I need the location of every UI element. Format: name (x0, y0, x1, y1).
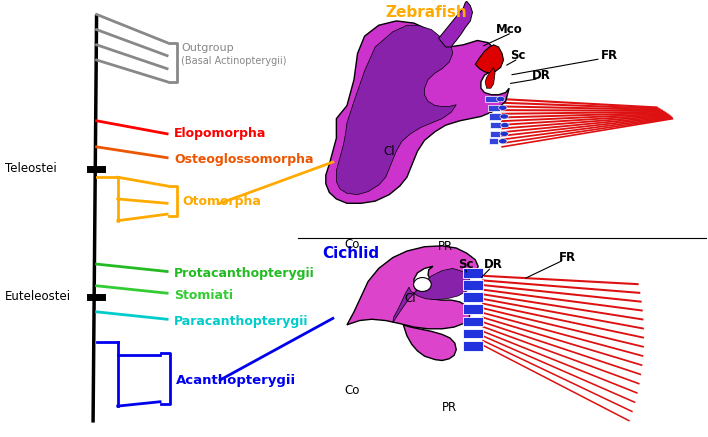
Polygon shape (336, 25, 456, 194)
Bar (490, 131, 500, 137)
Text: Zebrafish: Zebrafish (386, 5, 467, 20)
Text: Stomiati: Stomiati (174, 289, 233, 302)
Bar (463, 280, 483, 290)
Circle shape (500, 114, 508, 119)
Text: Mco: Mco (496, 23, 523, 36)
Bar (463, 317, 483, 326)
Bar (489, 138, 498, 145)
Polygon shape (475, 45, 503, 73)
Text: Co: Co (344, 384, 360, 396)
Text: Sc: Sc (457, 257, 473, 271)
Bar (463, 341, 483, 350)
Circle shape (496, 97, 505, 102)
Text: Paracanthopterygii: Paracanthopterygii (174, 315, 309, 328)
Bar (463, 329, 483, 338)
Text: Teleostei: Teleostei (5, 162, 57, 175)
Circle shape (498, 139, 507, 144)
Text: Acanthopterygii: Acanthopterygii (176, 374, 297, 387)
Text: FR: FR (600, 49, 618, 62)
Text: Protacanthopterygii: Protacanthopterygii (174, 267, 315, 280)
Text: Euteleostei: Euteleostei (5, 290, 71, 303)
Circle shape (498, 105, 507, 111)
Bar (489, 113, 501, 120)
Bar (491, 122, 501, 128)
Polygon shape (326, 21, 509, 203)
Text: Osteoglossomorpha: Osteoglossomorpha (174, 153, 314, 166)
Bar (463, 268, 483, 277)
Text: Sc: Sc (510, 49, 526, 62)
Bar (485, 96, 498, 102)
Polygon shape (393, 268, 471, 323)
Circle shape (500, 131, 508, 136)
Ellipse shape (413, 277, 431, 291)
Text: Otomorpha: Otomorpha (183, 195, 261, 208)
Text: Elopomorpha: Elopomorpha (174, 127, 266, 140)
Circle shape (501, 122, 509, 128)
Bar (488, 104, 500, 111)
Text: PR: PR (438, 240, 453, 253)
Text: FR: FR (559, 251, 576, 264)
Polygon shape (439, 1, 472, 47)
Polygon shape (347, 246, 478, 329)
Polygon shape (404, 325, 456, 361)
Text: DR: DR (532, 69, 550, 82)
Polygon shape (485, 67, 495, 88)
Text: (Basal Actinopterygii): (Basal Actinopterygii) (181, 55, 287, 66)
Text: DR: DR (484, 257, 503, 271)
Text: Outgroup: Outgroup (181, 43, 234, 52)
Text: Co: Co (344, 238, 360, 251)
Text: PR: PR (442, 401, 457, 414)
Text: Cl: Cl (384, 145, 395, 158)
Text: Cichlid: Cichlid (322, 246, 379, 261)
Bar (463, 292, 483, 302)
Text: Cl: Cl (404, 292, 416, 305)
Bar (463, 305, 483, 314)
